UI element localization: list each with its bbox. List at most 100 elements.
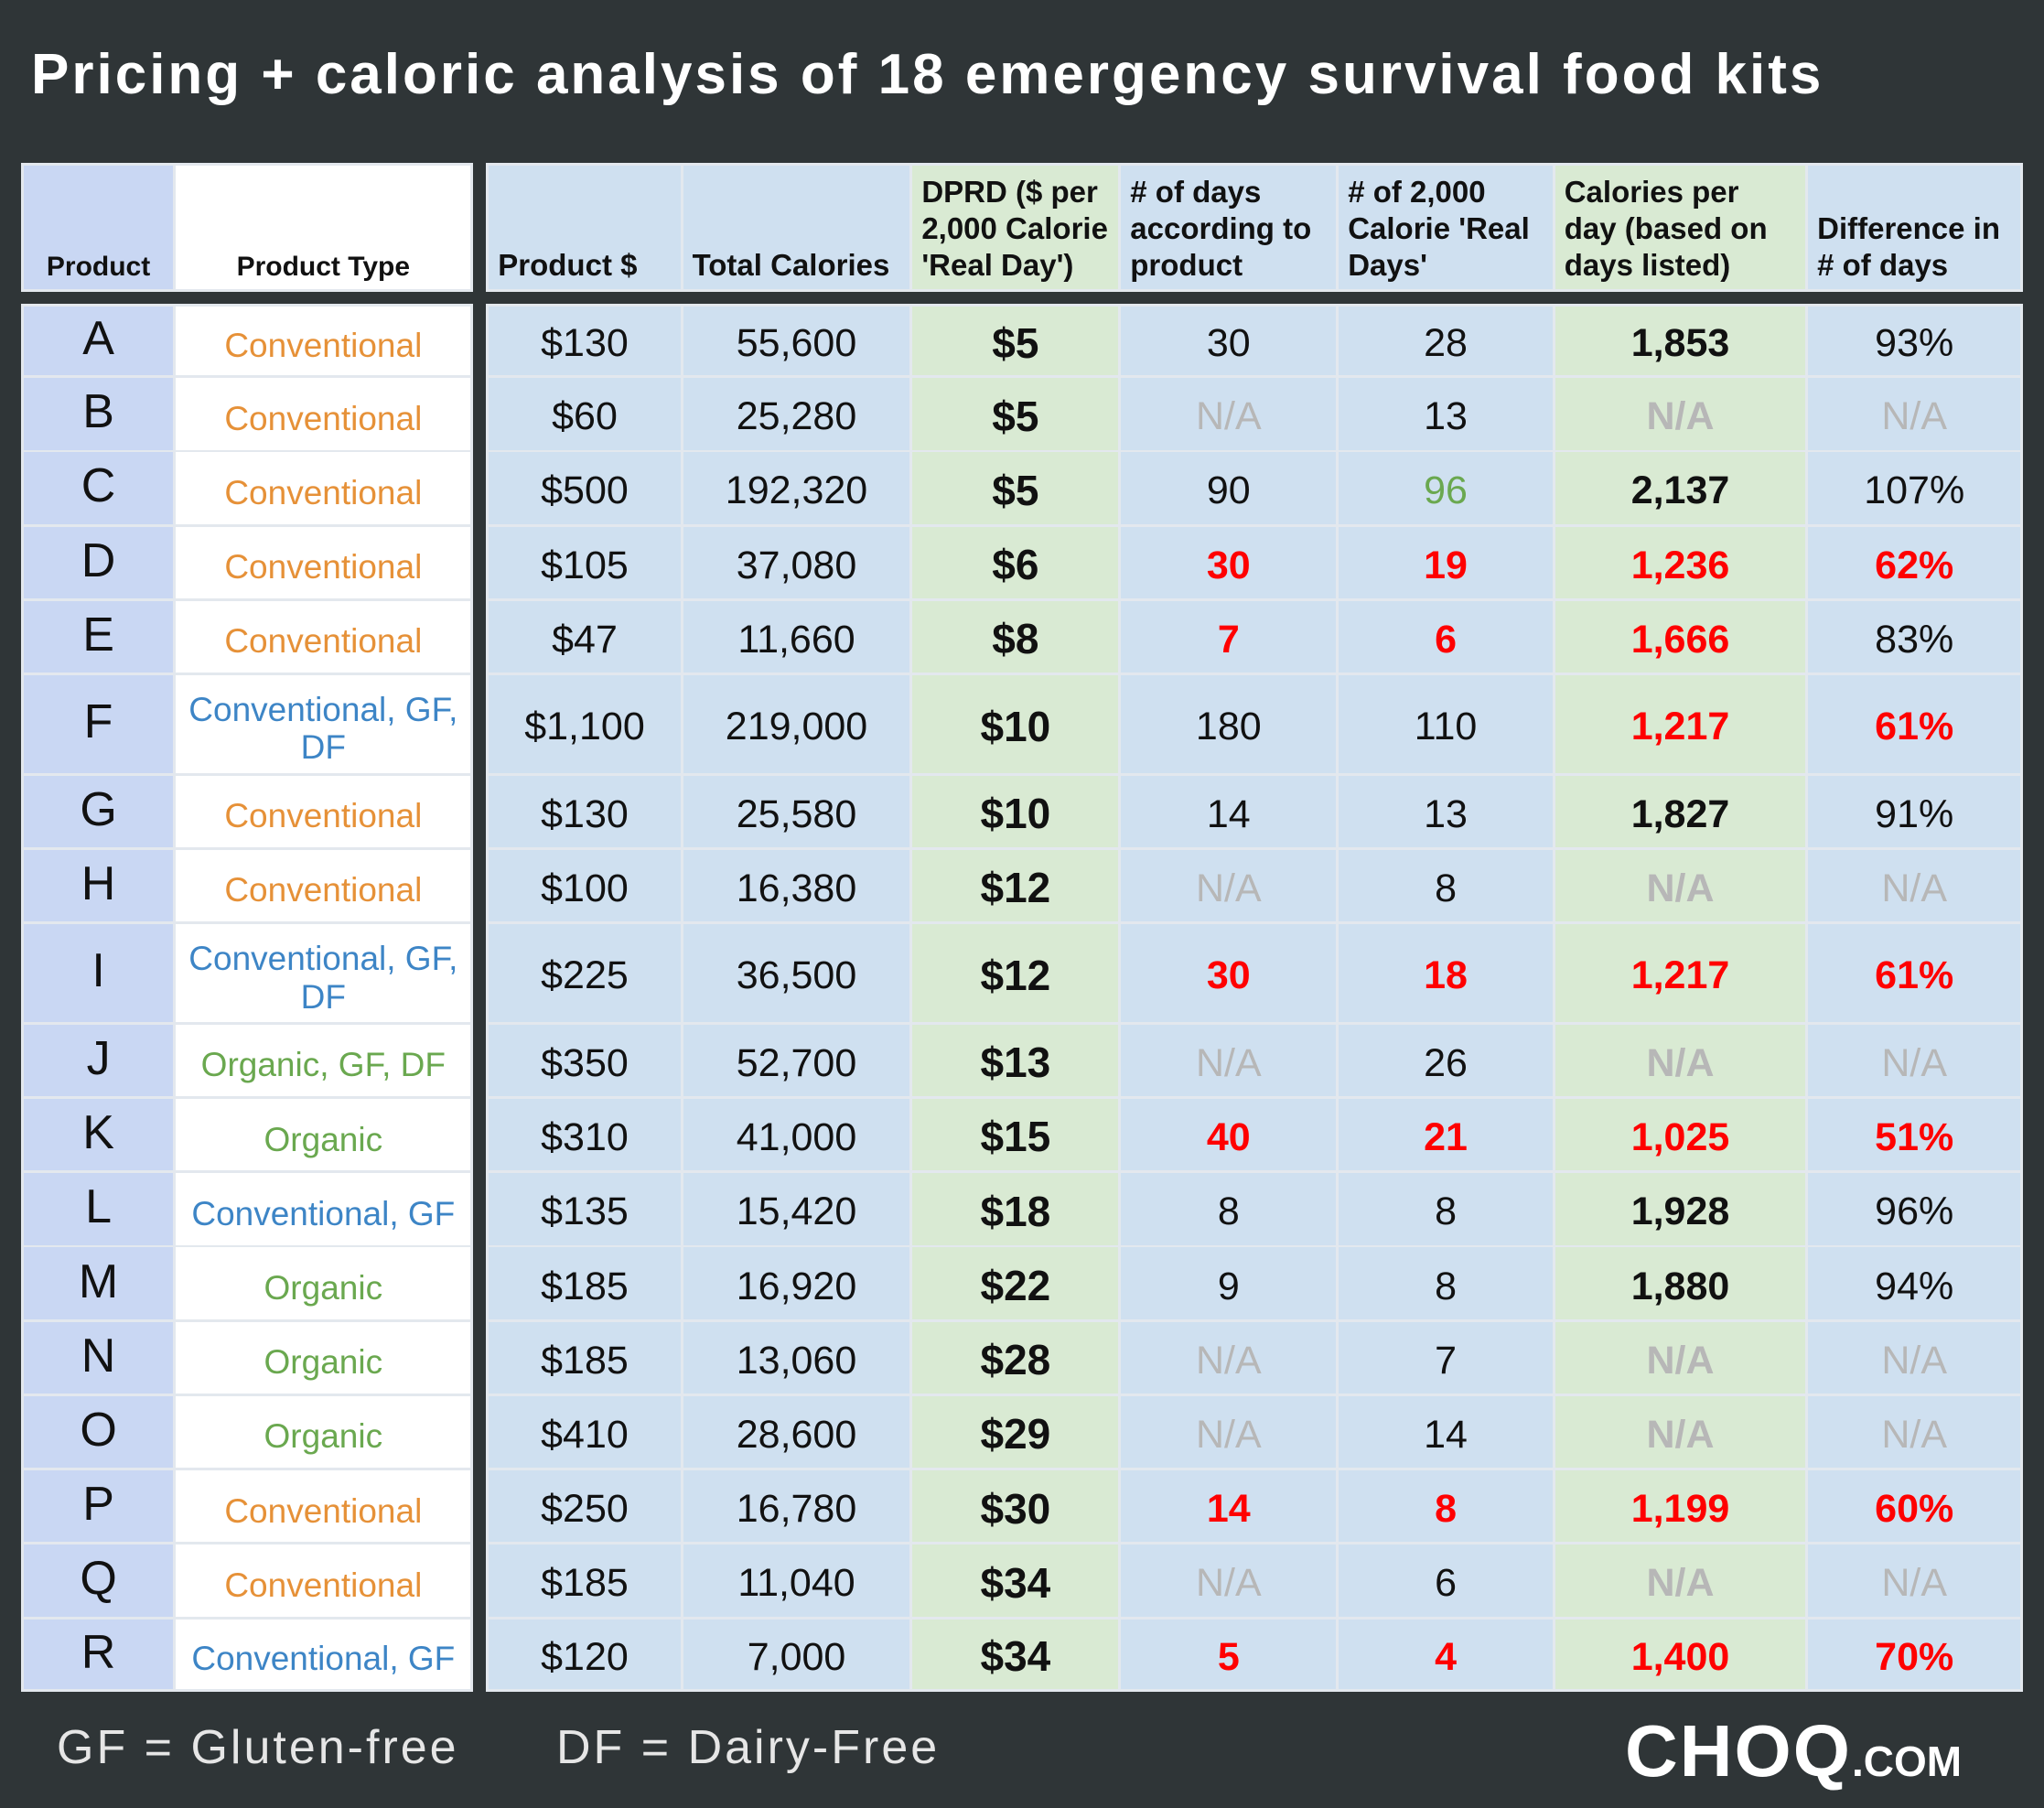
table-cell: Conventional [176,306,471,376]
product-label: A [23,306,174,376]
table-cell: $30 [912,1470,1119,1543]
table-cell: $100 [489,849,681,922]
table-cell: 7 [1339,1321,1553,1394]
column-header: Product [23,165,174,290]
table-cell: 16,920 [683,1247,910,1319]
product-label: F [23,675,174,773]
product-label: C [23,452,174,524]
table-cell: 18 [1339,924,1553,1022]
table-cell: 52,700 [683,1024,910,1097]
logo: CHOQ.COM [1625,1709,1962,1793]
product-label: O [23,1395,174,1469]
table-cell: 5 [1121,1619,1337,1690]
table-cell: Organic [176,1247,471,1319]
table-cell: 1,236 [1555,526,1806,598]
table-cell: Conventional, GF, DF [176,924,471,1022]
table-cell: N/A [1121,849,1337,922]
column-header: # of days according to product [1121,165,1337,290]
table-cell: 28 [1339,306,1553,376]
table-cell: 13,060 [683,1321,910,1394]
table-cell: $310 [489,1099,681,1171]
table-cell: N/A [1808,1024,2021,1097]
table-cell: Organic [176,1321,471,1394]
table-cell: 13 [1339,378,1553,450]
table-cell: 180 [1121,675,1337,773]
table-cell: $350 [489,1024,681,1097]
table-cell: Conventional [176,452,471,524]
table-cell: $10 [912,775,1119,848]
table-cell: 1,217 [1555,675,1806,773]
table-cell: N/A [1808,1544,2021,1617]
table-cell: N/A [1808,378,2021,450]
table-cell: $34 [912,1619,1119,1690]
table-cell: N/A [1121,1024,1337,1097]
table-cell: 96% [1808,1173,2021,1245]
table-cell: 94% [1808,1247,2021,1319]
table-cell: $5 [912,452,1119,524]
table-cell: N/A [1555,1395,1806,1469]
table-cell: 7 [1121,600,1337,673]
table-cell: 6 [1339,1544,1553,1617]
table-cell: N/A [1555,1544,1806,1617]
table-cell: $120 [489,1619,681,1690]
table-cell: 1,853 [1555,306,1806,376]
product-label: E [23,600,174,673]
table-cell: $18 [912,1173,1119,1245]
table-cell: $185 [489,1321,681,1394]
table-cell: 61% [1808,675,2021,773]
table-cell: 1,217 [1555,924,1806,1022]
table-cell: $135 [489,1173,681,1245]
table-cell: $60 [489,378,681,450]
table-cell: $6 [912,526,1119,598]
table-cell: $12 [912,924,1119,1022]
table-cell: N/A [1555,849,1806,922]
table-cell: 8 [1339,1247,1553,1319]
product-label: H [23,849,174,922]
table-cell: N/A [1121,1321,1337,1394]
table-cell: 8 [1339,1173,1553,1245]
table-cell: 19 [1339,526,1553,598]
table-cell: 62% [1808,526,2021,598]
table-cell: $8 [912,600,1119,673]
table-cell: 25,280 [683,378,910,450]
table-cell: Conventional [176,526,471,598]
table-cell: 61% [1808,924,2021,1022]
table-cell: $5 [912,378,1119,450]
table-cell: 14 [1121,1470,1337,1543]
table-cell: 13 [1339,775,1553,848]
table-cell: 8 [1339,1470,1553,1543]
table-cell: 30 [1121,924,1337,1022]
column-header: Total Calories [683,165,910,290]
table-cell: 1,928 [1555,1173,1806,1245]
table-cell: Conventional [176,849,471,922]
table-cell: 1,199 [1555,1470,1806,1543]
table-cell: N/A [1121,1544,1337,1617]
table-cell: 26 [1339,1024,1553,1097]
table-cell: 28,600 [683,1395,910,1469]
logo-suffix: .COM [1852,1738,1963,1785]
table-cell: Organic [176,1395,471,1469]
product-label: I [23,924,174,1022]
table-cell: 1,666 [1555,600,1806,673]
legend-df: DF = Dairy-Free [556,1721,941,1774]
table-cell: $22 [912,1247,1119,1319]
table-cell: 192,320 [683,452,910,524]
table-cell: 14 [1121,775,1337,848]
product-label: K [23,1099,174,1171]
table-cell: 11,040 [683,1544,910,1617]
table-cell: 30 [1121,306,1337,376]
table-cell: $105 [489,526,681,598]
column-header: Product $ [489,165,681,290]
table-cell: Conventional [176,1544,471,1617]
table-cell: $225 [489,924,681,1022]
table-cell: 51% [1808,1099,2021,1171]
table-cell: 93% [1808,306,2021,376]
table-cell: 1,880 [1555,1247,1806,1319]
table-cell: Conventional, GF, DF [176,675,471,773]
table-cell: $410 [489,1395,681,1469]
table-cell: 1,025 [1555,1099,1806,1171]
table-cell: N/A [1808,849,2021,922]
product-label: J [23,1024,174,1097]
table-cell: 8 [1121,1173,1337,1245]
